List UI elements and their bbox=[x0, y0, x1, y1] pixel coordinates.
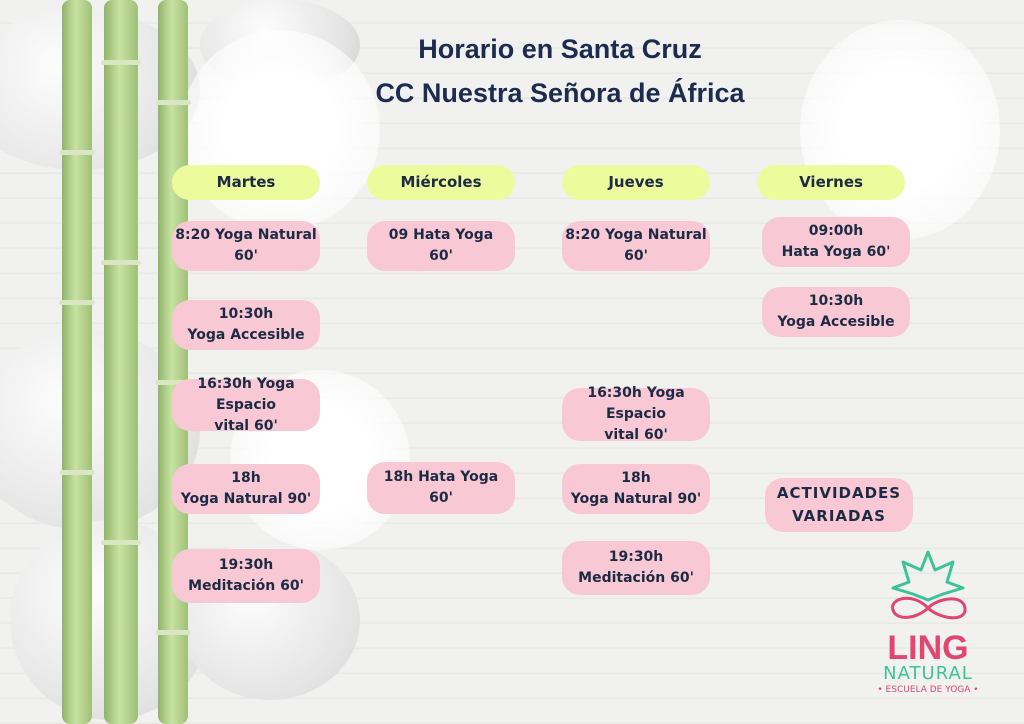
class-slot: 19:30h Meditación 60' bbox=[172, 549, 320, 603]
day-header-jueves: Jueves bbox=[562, 165, 710, 200]
class-slot: ACTIVIDADES VARIADAS bbox=[765, 478, 913, 532]
day-header-martes: Martes bbox=[172, 165, 320, 200]
class-slot: 8:20 Yoga Natural 60' bbox=[562, 221, 710, 271]
class-slot: 10:30h Yoga Accesible bbox=[172, 300, 320, 350]
class-slot: 8:20 Yoga Natural 60' bbox=[172, 221, 320, 271]
class-slot: 18h Yoga Natural 90' bbox=[562, 464, 710, 514]
class-slot: 16:30h Yoga Espacio vital 60' bbox=[172, 376, 320, 434]
class-slot: 09:00h Hata Yoga 60' bbox=[762, 217, 910, 267]
day-header-viernes: Viernes bbox=[757, 165, 905, 200]
ling-natural-logo: LING NATURAL • ESCUELA DE YOGA • bbox=[868, 548, 988, 697]
class-slot: 18h Yoga Natural 90' bbox=[172, 464, 320, 514]
title-line1: Horario en Santa Cruz bbox=[418, 34, 702, 64]
title-line2: CC Nuestra Señora de África bbox=[375, 78, 745, 108]
logo-tagline: • ESCUELA DE YOGA • bbox=[877, 685, 979, 695]
logo-name-natural: NATURAL bbox=[883, 663, 973, 684]
day-header-miercoles: Miércoles bbox=[367, 165, 515, 200]
lotus-infinity-icon bbox=[891, 550, 967, 620]
class-slot: 18h Hata Yoga 60' bbox=[367, 462, 515, 514]
class-slot: 19:30h Meditación 60' bbox=[562, 541, 710, 595]
class-slot: 16:30h Yoga Espacio vital 60' bbox=[562, 385, 710, 443]
class-slot: 10:30h Yoga Accesible bbox=[762, 287, 910, 337]
class-slot: 09 Hata Yoga 60' bbox=[367, 221, 515, 271]
logo-name-ling: LING bbox=[887, 629, 969, 667]
